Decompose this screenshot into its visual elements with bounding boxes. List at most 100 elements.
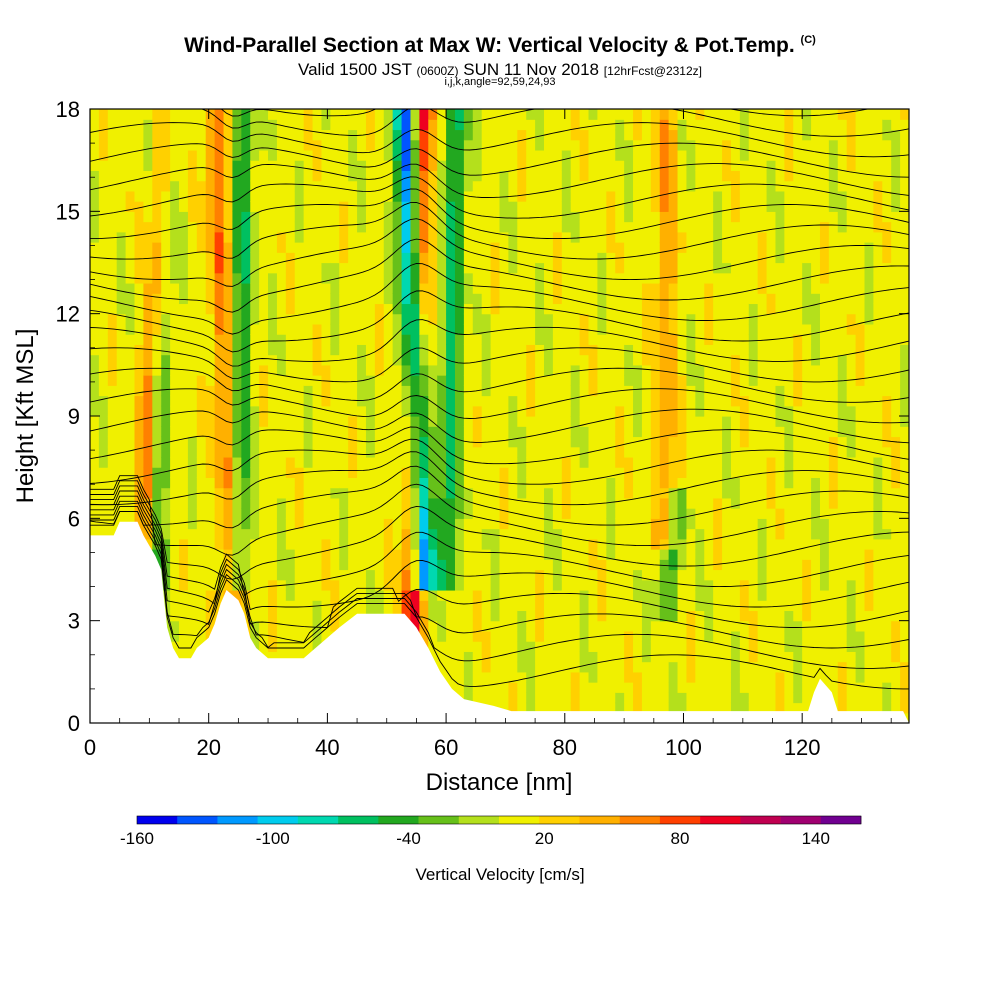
velocity-cell bbox=[170, 436, 180, 448]
velocity-cell bbox=[517, 282, 527, 294]
velocity-cell bbox=[357, 354, 367, 366]
velocity-cell bbox=[757, 385, 768, 397]
velocity-cell bbox=[98, 467, 109, 478]
velocity-cell bbox=[383, 416, 394, 427]
velocity-cell bbox=[170, 579, 180, 591]
velocity-cell bbox=[357, 190, 367, 202]
velocity-cell bbox=[481, 170, 492, 182]
velocity-cell bbox=[624, 221, 634, 233]
velocity-cell bbox=[410, 589, 420, 601]
velocity-cell bbox=[526, 589, 536, 601]
velocity-cell bbox=[811, 589, 821, 601]
velocity-cell bbox=[392, 252, 403, 264]
velocity-cell bbox=[348, 211, 358, 223]
velocity-cell bbox=[250, 385, 260, 397]
velocity-cell bbox=[784, 702, 794, 714]
velocity-cell bbox=[730, 477, 741, 489]
velocity-cell bbox=[775, 579, 785, 591]
velocity-cell bbox=[348, 436, 358, 448]
velocity-cell bbox=[419, 426, 429, 438]
velocity-cell bbox=[428, 354, 438, 366]
velocity-cell bbox=[588, 600, 599, 612]
velocity-cell bbox=[232, 190, 242, 202]
velocity-cell bbox=[597, 549, 607, 560]
velocity-cell bbox=[98, 129, 109, 141]
velocity-cell bbox=[365, 180, 376, 192]
velocity-cell bbox=[508, 702, 518, 714]
velocity-cell bbox=[499, 395, 509, 407]
velocity-cell bbox=[437, 446, 447, 458]
velocity-cell bbox=[90, 282, 100, 294]
velocity-cell bbox=[143, 119, 153, 131]
velocity-cell bbox=[570, 231, 581, 243]
velocity-cell bbox=[285, 221, 296, 233]
velocity-cell bbox=[463, 610, 474, 622]
velocity-cell bbox=[250, 180, 260, 192]
velocity-cell bbox=[454, 344, 465, 356]
velocity-cell bbox=[784, 129, 794, 141]
velocity-cell bbox=[552, 446, 563, 458]
velocity-cell bbox=[570, 119, 581, 131]
velocity-cell bbox=[392, 334, 403, 345]
velocity-cell bbox=[535, 344, 545, 356]
velocity-cell bbox=[392, 559, 403, 571]
velocity-cell bbox=[811, 395, 821, 407]
velocity-cell bbox=[98, 436, 109, 448]
velocity-cell bbox=[686, 671, 696, 683]
velocity-cell bbox=[365, 313, 376, 325]
velocity-cell bbox=[196, 170, 207, 182]
velocity-cell bbox=[739, 109, 750, 120]
velocity-cell bbox=[802, 559, 812, 571]
velocity-cell bbox=[748, 569, 759, 581]
velocity-cell bbox=[526, 692, 536, 704]
velocity-cell bbox=[170, 221, 180, 233]
velocity-cell bbox=[161, 426, 171, 438]
velocity-cell bbox=[659, 549, 670, 560]
velocity-cell bbox=[383, 600, 394, 612]
velocity-cell bbox=[641, 620, 652, 632]
velocity-cell bbox=[659, 262, 670, 274]
velocity-cell bbox=[526, 334, 536, 345]
velocity-cell bbox=[668, 231, 679, 243]
velocity-cell bbox=[784, 467, 794, 478]
velocity-cell bbox=[303, 364, 314, 376]
velocity-cell bbox=[454, 303, 465, 315]
velocity-cell bbox=[339, 231, 349, 243]
velocity-cell bbox=[143, 354, 153, 366]
velocity-cell bbox=[294, 293, 305, 305]
velocity-cell bbox=[107, 149, 118, 161]
velocity-cell bbox=[695, 190, 705, 202]
velocity-cell bbox=[454, 354, 465, 366]
velocity-cell bbox=[250, 221, 260, 233]
velocity-cell bbox=[748, 375, 759, 386]
velocity-cell bbox=[561, 651, 572, 663]
velocity-cell bbox=[223, 508, 234, 519]
velocity-cell bbox=[641, 272, 652, 284]
velocity-cell bbox=[374, 364, 385, 376]
velocity-cell bbox=[223, 385, 234, 397]
velocity-cell bbox=[179, 190, 189, 202]
velocity-cell bbox=[650, 149, 661, 161]
velocity-cell bbox=[641, 682, 652, 693]
velocity-cell bbox=[365, 344, 376, 356]
velocity-cell bbox=[303, 344, 314, 356]
velocity-cell bbox=[250, 334, 260, 345]
velocity-cell bbox=[828, 682, 839, 693]
velocity-cell bbox=[383, 405, 394, 417]
velocity-cell bbox=[321, 109, 331, 120]
velocity-cell bbox=[187, 508, 198, 519]
velocity-cell bbox=[205, 139, 216, 151]
velocity-cell bbox=[383, 364, 394, 376]
velocity-cell bbox=[463, 692, 474, 704]
velocity-cell bbox=[268, 497, 278, 509]
velocity-cell bbox=[739, 211, 750, 223]
velocity-cell bbox=[784, 436, 794, 448]
velocity-cell bbox=[446, 119, 456, 131]
velocity-cell bbox=[365, 149, 376, 161]
velocity-cell bbox=[446, 344, 456, 356]
velocity-cell bbox=[463, 201, 474, 212]
velocity-cell bbox=[339, 579, 349, 591]
velocity-cell bbox=[321, 610, 331, 622]
velocity-cell bbox=[624, 538, 634, 550]
velocity-cell bbox=[775, 456, 785, 468]
